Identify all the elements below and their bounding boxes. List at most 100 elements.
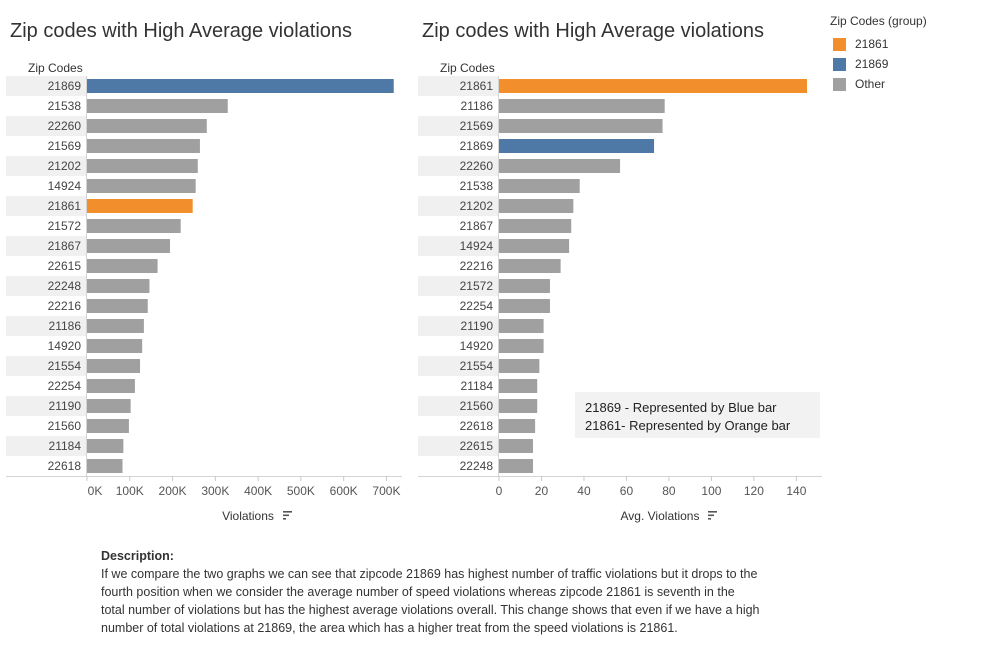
category-label: 22618 bbox=[460, 419, 494, 433]
sort-icon-bar bbox=[283, 511, 292, 513]
legend-item-21861[interactable]: 21861 bbox=[830, 34, 927, 54]
row-band bbox=[418, 76, 499, 96]
row-band bbox=[6, 276, 87, 296]
legend-item-21869[interactable]: 21869 bbox=[830, 54, 927, 74]
category-label: 21572 bbox=[48, 219, 82, 233]
legend-label: 21861 bbox=[855, 37, 889, 51]
bar-22254 bbox=[499, 299, 550, 313]
bar-21186 bbox=[499, 99, 665, 113]
category-label: 22260 bbox=[460, 159, 494, 173]
bar-21190 bbox=[87, 399, 131, 413]
category-label: 14920 bbox=[48, 339, 82, 353]
legend-title: Zip Codes (group) bbox=[830, 14, 927, 28]
bar-22615 bbox=[87, 259, 158, 273]
bar-21560 bbox=[87, 419, 129, 433]
category-label: 22216 bbox=[48, 299, 82, 313]
x-tick-label: 80 bbox=[662, 484, 676, 498]
bar-22260 bbox=[87, 119, 207, 133]
bar-21569 bbox=[499, 119, 663, 133]
bar-14924 bbox=[87, 179, 196, 193]
category-label: 22615 bbox=[460, 439, 494, 453]
bar-22248 bbox=[499, 459, 533, 473]
bar-21861 bbox=[87, 199, 193, 213]
bar-21202 bbox=[87, 159, 198, 173]
bar-21869 bbox=[87, 79, 394, 93]
bar-22618 bbox=[499, 419, 536, 433]
row-band bbox=[418, 396, 499, 416]
category-label: 21869 bbox=[460, 139, 494, 153]
x-tick-label: 60 bbox=[620, 484, 634, 498]
category-label: 21202 bbox=[48, 159, 82, 173]
bar-21186 bbox=[87, 319, 144, 333]
row-band bbox=[6, 356, 87, 376]
category-label: 14924 bbox=[460, 239, 494, 253]
category-label: 21569 bbox=[460, 119, 494, 133]
x-tick-label: 40 bbox=[577, 484, 591, 498]
description-heading: Description: bbox=[101, 549, 174, 563]
bar-21554 bbox=[87, 359, 141, 373]
category-label: 14924 bbox=[48, 179, 82, 193]
row-band bbox=[6, 396, 87, 416]
bar-21184 bbox=[87, 439, 124, 453]
row-header: Zip Codes bbox=[440, 61, 495, 75]
bar-21538 bbox=[87, 99, 228, 113]
row-band bbox=[6, 236, 87, 256]
category-label: 21184 bbox=[49, 439, 82, 453]
bar-21554 bbox=[499, 359, 540, 373]
sort-icon[interactable] bbox=[708, 511, 717, 520]
sort-icon[interactable] bbox=[283, 511, 292, 520]
category-label: 22260 bbox=[48, 119, 82, 133]
category-label: 22254 bbox=[48, 379, 82, 393]
row-band bbox=[418, 356, 499, 376]
row-band bbox=[418, 316, 499, 336]
bar-21184 bbox=[499, 379, 538, 393]
charts-canvas: Zip Codes 21869 21538 22260 21569 21202 14924 2… bbox=[6, 61, 822, 523]
x-axis-title: Avg. Violations bbox=[621, 509, 700, 523]
row-band bbox=[6, 436, 87, 456]
category-label: 22615 bbox=[48, 259, 82, 273]
category-label: 22248 bbox=[48, 279, 82, 293]
category-label: 22618 bbox=[48, 459, 82, 473]
bar-22248 bbox=[87, 279, 150, 293]
row-band bbox=[6, 316, 87, 336]
row-band bbox=[6, 116, 87, 136]
x-tick-label: 400K bbox=[244, 484, 272, 498]
chart-1: Zip Codes 21869 21538 22260 21569 21202 14924 2… bbox=[6, 61, 402, 523]
category-label: 21861 bbox=[460, 79, 494, 93]
category-label: 21184 bbox=[461, 379, 494, 393]
sort-icon-bar bbox=[283, 514, 289, 517]
annotation-line-orange: 21861- Represented by Orange bar bbox=[585, 418, 791, 433]
category-label: 21861 bbox=[48, 199, 82, 213]
row-band bbox=[6, 196, 87, 216]
category-label: 21569 bbox=[48, 139, 82, 153]
category-label: 22216 bbox=[460, 259, 494, 273]
legend-label: Other bbox=[855, 77, 886, 91]
x-tick-label: 0 bbox=[496, 484, 503, 498]
sort-icon-bar bbox=[283, 518, 286, 520]
category-label: 21186 bbox=[461, 99, 494, 113]
row-band bbox=[6, 156, 87, 176]
category-label: 21572 bbox=[460, 279, 494, 293]
x-tick-label: 0K bbox=[88, 484, 103, 498]
category-label: 21202 bbox=[460, 199, 494, 213]
bar-22615 bbox=[499, 439, 533, 453]
x-axis-title: Violations bbox=[222, 509, 274, 523]
annotation-line-blue: 21869 - Represented by Blue bar bbox=[585, 400, 777, 415]
annotation-box: 21869 - Represented by Blue bar 21861- R… bbox=[575, 392, 820, 438]
bar-14920 bbox=[499, 339, 544, 353]
category-label: 21869 bbox=[48, 79, 82, 93]
bar-22254 bbox=[87, 379, 135, 393]
legend: Zip Codes (group) 21861 21869 Other bbox=[830, 14, 927, 94]
x-tick-label: 140 bbox=[786, 484, 806, 498]
chart2-title: Zip codes with High Average violations bbox=[422, 20, 765, 42]
bar-22618 bbox=[87, 459, 123, 473]
category-label: 22254 bbox=[460, 299, 494, 313]
row-band bbox=[418, 436, 499, 456]
description-body: If we compare the two graphs we can see … bbox=[101, 567, 760, 635]
row-band bbox=[418, 236, 499, 256]
bar-21538 bbox=[499, 179, 580, 193]
category-label: 21867 bbox=[460, 219, 494, 233]
legend-item-other[interactable]: Other bbox=[830, 74, 927, 94]
x-tick-label: 100K bbox=[116, 484, 144, 498]
bar-14920 bbox=[87, 339, 143, 353]
